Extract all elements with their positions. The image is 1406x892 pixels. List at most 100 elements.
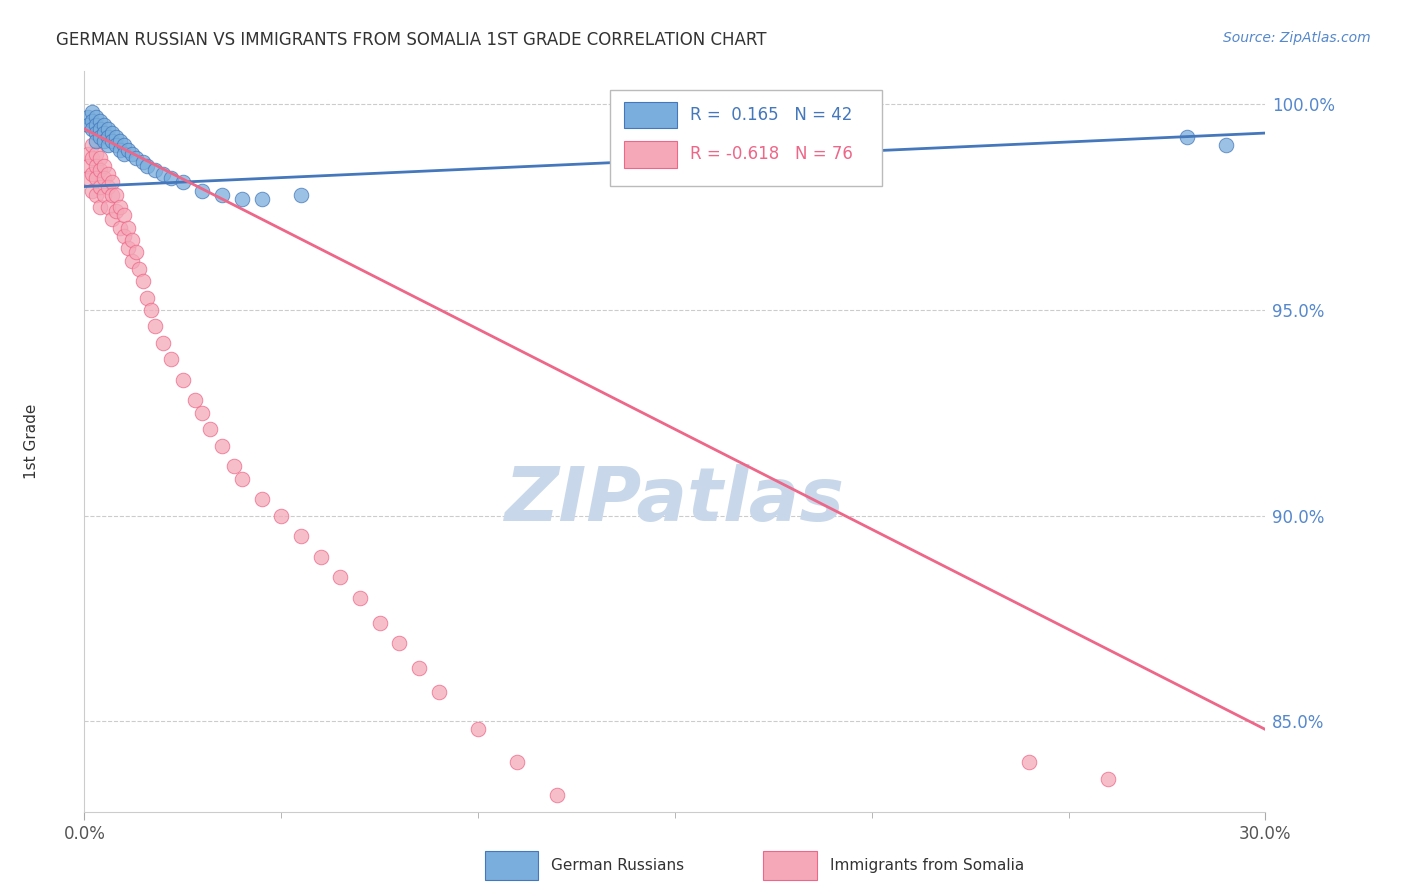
Point — [200, 422, 222, 436]
Point — [128, 261, 150, 276]
Point — [84, 126, 107, 140]
Point — [82, 184, 104, 198]
Point — [1215, 138, 1237, 153]
Point — [89, 163, 111, 178]
Text: ZIPatlas: ZIPatlas — [505, 464, 845, 537]
Point — [546, 789, 568, 803]
Point — [97, 122, 120, 136]
Point — [152, 335, 174, 350]
Text: German Russians: German Russians — [551, 858, 685, 872]
Point — [191, 406, 214, 420]
Point — [191, 184, 214, 198]
Point — [93, 118, 115, 132]
Point — [82, 167, 104, 181]
Point — [84, 159, 107, 173]
Text: Immigrants from Somalia: Immigrants from Somalia — [830, 858, 1024, 872]
Point — [183, 393, 205, 408]
Point — [104, 204, 127, 219]
Point — [89, 113, 111, 128]
Point — [77, 118, 100, 132]
FancyBboxPatch shape — [624, 102, 678, 128]
Point — [97, 200, 120, 214]
Point — [84, 134, 107, 148]
Point — [121, 253, 143, 268]
Point — [585, 821, 607, 835]
Point — [121, 233, 143, 247]
Point — [136, 291, 159, 305]
Point — [82, 113, 104, 128]
Point — [427, 685, 450, 699]
Point — [222, 459, 245, 474]
Point — [89, 200, 111, 214]
Point — [89, 151, 111, 165]
Point — [101, 126, 124, 140]
Point — [290, 529, 312, 543]
Point — [132, 274, 155, 288]
Point — [160, 171, 183, 186]
Point — [89, 130, 111, 145]
Point — [117, 143, 139, 157]
Point — [309, 549, 332, 564]
Point — [141, 302, 163, 317]
Point — [77, 146, 100, 161]
Text: GERMAN RUSSIAN VS IMMIGRANTS FROM SOMALIA 1ST GRADE CORRELATION CHART: GERMAN RUSSIAN VS IMMIGRANTS FROM SOMALI… — [56, 31, 766, 49]
Point — [329, 570, 352, 584]
Point — [77, 110, 100, 124]
Point — [124, 245, 146, 260]
Point — [211, 439, 233, 453]
Text: R =  0.165   N = 42: R = 0.165 N = 42 — [690, 106, 852, 124]
Point — [136, 159, 159, 173]
Point — [104, 130, 127, 145]
Point — [84, 146, 107, 161]
Point — [97, 179, 120, 194]
Point — [97, 130, 120, 145]
Point — [108, 143, 131, 157]
Point — [152, 167, 174, 181]
Point — [108, 134, 131, 148]
Point — [112, 146, 135, 161]
Point — [467, 723, 489, 737]
FancyBboxPatch shape — [610, 90, 882, 186]
Point — [84, 118, 107, 132]
Point — [101, 175, 124, 189]
Point — [121, 146, 143, 161]
Point — [117, 241, 139, 255]
Point — [368, 615, 391, 630]
Point — [112, 228, 135, 243]
Point — [664, 871, 686, 885]
Text: 1st Grade: 1st Grade — [24, 404, 39, 479]
Point — [97, 138, 120, 153]
Point — [93, 159, 115, 173]
Point — [82, 138, 104, 153]
Point — [89, 179, 111, 194]
Point — [250, 192, 273, 206]
Point — [93, 171, 115, 186]
Point — [231, 192, 253, 206]
Point — [84, 110, 107, 124]
Point — [270, 508, 292, 523]
FancyBboxPatch shape — [624, 141, 678, 168]
Point — [108, 200, 131, 214]
Point — [101, 134, 124, 148]
Point — [84, 171, 107, 186]
Point — [108, 220, 131, 235]
Point — [388, 636, 411, 650]
Point — [112, 208, 135, 222]
Point — [211, 187, 233, 202]
Point — [172, 175, 194, 189]
Point — [82, 122, 104, 136]
Point — [104, 138, 127, 153]
Point — [172, 373, 194, 387]
Point — [84, 187, 107, 202]
Point — [93, 187, 115, 202]
Point — [89, 122, 111, 136]
Text: R = -0.618   N = 76: R = -0.618 N = 76 — [690, 145, 853, 163]
Point — [101, 187, 124, 202]
Point — [82, 105, 104, 120]
Point — [250, 492, 273, 507]
Point — [117, 220, 139, 235]
Point — [77, 159, 100, 173]
Point — [97, 167, 120, 181]
Point — [1097, 772, 1119, 786]
Point — [93, 134, 115, 148]
